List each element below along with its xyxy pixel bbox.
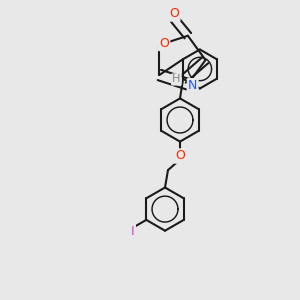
Text: O: O <box>175 149 185 163</box>
Text: I: I <box>131 225 135 238</box>
Text: N: N <box>188 79 197 92</box>
Text: O: O <box>159 37 169 50</box>
Text: O: O <box>169 7 179 20</box>
Text: H: H <box>172 74 181 85</box>
